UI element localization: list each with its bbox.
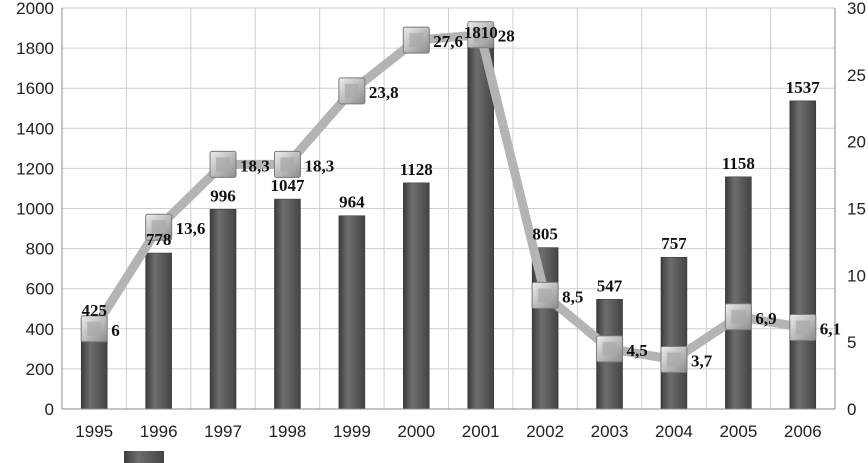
data-labels: 425 778 996 1047 964 1128 1810 805 547 757 1158 153… (81, 23, 841, 370)
line-value-label: 3,7 (691, 352, 713, 371)
line-marker-inner (216, 157, 231, 172)
line-marker-inner (473, 27, 488, 42)
line-value-label: 23,8 (369, 83, 399, 102)
y-tick-label: 200 (26, 360, 54, 379)
line-marker-inner (795, 320, 810, 335)
line-value-label: 18,3 (304, 156, 334, 175)
bar (467, 45, 494, 410)
legend (124, 451, 164, 463)
line-marker-inner (87, 321, 102, 336)
y-tick-label: 1400 (16, 119, 54, 138)
line-value-label: 6,9 (755, 309, 776, 328)
y-tick-label: 0 (45, 400, 54, 419)
bar (789, 100, 817, 410)
line-marker-inner (151, 220, 166, 235)
y-tick-label: 800 (26, 240, 54, 259)
bar-value-label: 757 (661, 234, 687, 253)
line-value-label: 6,1 (820, 319, 841, 338)
bar-value-label: 778 (146, 230, 172, 249)
x-tick-label: 2000 (397, 422, 435, 441)
line-series (80, 21, 817, 374)
bar (403, 182, 430, 410)
y-tick-label: 1800 (16, 39, 54, 58)
y2-tick-label: 30 (847, 0, 866, 18)
line-marker-inner (731, 309, 746, 324)
line-value-label: 18,3 (240, 156, 270, 175)
line-marker-inner (538, 288, 553, 303)
x-tick-label: 2001 (462, 422, 500, 441)
line-value-label: 13,6 (176, 219, 206, 238)
x-tick-label: 1997 (204, 422, 242, 441)
y-tick-label: 2000 (16, 0, 54, 18)
y-tick-label: 1600 (16, 79, 54, 98)
y-tick-label: 1000 (16, 200, 54, 219)
x-tick-label: 2002 (526, 422, 564, 441)
x-tick-label: 1998 (269, 422, 307, 441)
bar-value-label: 547 (597, 276, 623, 295)
line-value-label: 6 (111, 321, 120, 340)
bar (209, 209, 237, 410)
bar-value-label: 805 (532, 225, 558, 244)
x-tick-label: 1995 (75, 422, 113, 441)
bar-value-label: 425 (81, 301, 107, 320)
line-marker-inner (344, 83, 359, 98)
x-tick-label: 1999 (333, 422, 371, 441)
x-tick-label: 2005 (719, 422, 757, 441)
bar (725, 176, 752, 410)
line-value-label: 27,6 (433, 32, 463, 51)
y2-tick-label: 15 (847, 200, 866, 219)
bar (145, 252, 172, 410)
line-value-label: 4,5 (627, 341, 648, 360)
bar-value-label: 1047 (270, 176, 305, 195)
x-tick-label: 2004 (655, 422, 693, 441)
line-marker-inner (602, 341, 617, 356)
line-marker-inner (666, 352, 681, 367)
x-tick-label: 2006 (784, 422, 822, 441)
y2-tick-label: 5 (847, 333, 856, 352)
legend-swatch-bar (124, 451, 164, 463)
axes: 0 200 400 600 800 1000 1200 1400 1600 1800 2000 0 5 1… (16, 0, 866, 441)
bar (274, 198, 301, 410)
bar-value-label: 964 (339, 193, 365, 212)
bar-value-label: 1537 (786, 78, 821, 97)
bar-value-label: 996 (210, 186, 236, 205)
y-tick-label: 600 (26, 280, 54, 299)
y2-tick-label: 20 (847, 133, 866, 152)
line-value-label: 28 (498, 27, 515, 46)
y2-tick-label: 0 (847, 400, 856, 419)
x-tick-label: 2003 (591, 422, 629, 441)
line-value-label: 8,5 (562, 287, 583, 306)
bar-value-label: 1158 (722, 154, 755, 173)
x-tick-label: 1996 (140, 422, 178, 441)
bar-value-label: 1810 (464, 23, 498, 42)
line-marker-inner (280, 157, 295, 172)
y-tick-label: 1200 (16, 159, 54, 178)
bar (660, 256, 688, 410)
line-marker-inner (409, 33, 424, 48)
y2-tick-label: 25 (847, 66, 866, 85)
bar-value-label: 1128 (400, 160, 433, 179)
bar (338, 215, 366, 410)
y-tick-label: 400 (26, 320, 54, 339)
y2-tick-label: 10 (847, 266, 866, 285)
